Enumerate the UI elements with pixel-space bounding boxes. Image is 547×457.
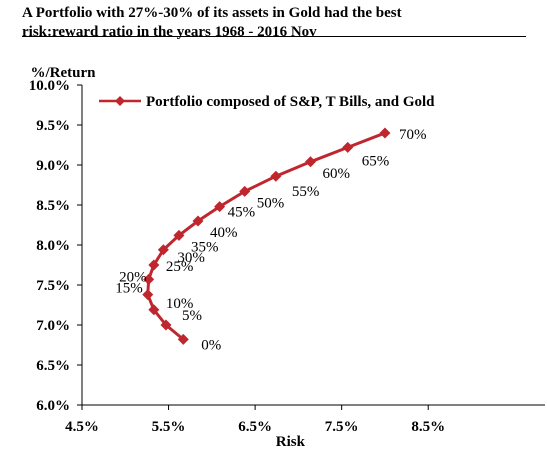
data-label: 20% bbox=[119, 269, 147, 285]
data-label: 35% bbox=[191, 239, 219, 255]
data-point bbox=[177, 333, 189, 345]
data-label: 50% bbox=[257, 195, 285, 211]
data-point bbox=[148, 304, 160, 316]
data-label: 0% bbox=[201, 337, 221, 353]
data-point bbox=[342, 141, 354, 153]
y-tick-label: 6.5% bbox=[36, 358, 70, 374]
y-tick-label: 10.0% bbox=[29, 78, 70, 94]
x-tick-label: 7.5% bbox=[325, 419, 359, 435]
data-label: 10% bbox=[166, 296, 194, 312]
y-tick-label: 8.5% bbox=[36, 198, 70, 214]
data-point bbox=[214, 201, 226, 213]
y-tick-label: 6.0% bbox=[36, 398, 70, 414]
data-label: 45% bbox=[228, 205, 256, 221]
data-point bbox=[305, 156, 317, 168]
y-axis-label: %/Return bbox=[31, 65, 97, 81]
data-point bbox=[173, 229, 185, 241]
y-tick-label: 9.0% bbox=[36, 158, 70, 174]
y-tick-label: 7.0% bbox=[36, 318, 70, 334]
data-point bbox=[379, 127, 391, 139]
data-label: 40% bbox=[210, 225, 238, 241]
data-point bbox=[239, 185, 251, 197]
data-label: 60% bbox=[323, 166, 351, 182]
data-label: 15% bbox=[115, 281, 143, 297]
x-tick-label: 4.5% bbox=[65, 419, 99, 435]
data-label: 30% bbox=[177, 250, 205, 266]
data-point bbox=[148, 259, 160, 271]
x-tick-label: 5.5% bbox=[152, 419, 186, 435]
y-tick-label: 7.5% bbox=[36, 278, 70, 294]
chart-title-line-1: A Portfolio with 27%-30% of its assets i… bbox=[22, 5, 402, 21]
x-axis-label: Risk bbox=[276, 434, 306, 450]
data-label: 25% bbox=[166, 259, 194, 275]
y-tick-label: 8.0% bbox=[36, 238, 70, 254]
data-point bbox=[157, 244, 169, 256]
data-point bbox=[192, 215, 204, 227]
data-label: 70% bbox=[399, 127, 427, 143]
data-label: 5% bbox=[182, 308, 202, 324]
y-tick-label: 9.5% bbox=[36, 118, 70, 134]
data-label: 55% bbox=[292, 184, 320, 200]
title-underline bbox=[22, 36, 526, 37]
data-point bbox=[142, 289, 154, 301]
data-label: 65% bbox=[362, 153, 390, 169]
data-point bbox=[270, 170, 282, 182]
legend-label: Portfolio composed of S&P, T Bills, and … bbox=[146, 94, 435, 110]
data-point bbox=[160, 319, 172, 331]
x-tick-label: 8.5% bbox=[411, 419, 445, 435]
legend-marker bbox=[115, 96, 125, 106]
data-point bbox=[143, 273, 155, 285]
x-tick-label: 6.5% bbox=[238, 419, 272, 435]
